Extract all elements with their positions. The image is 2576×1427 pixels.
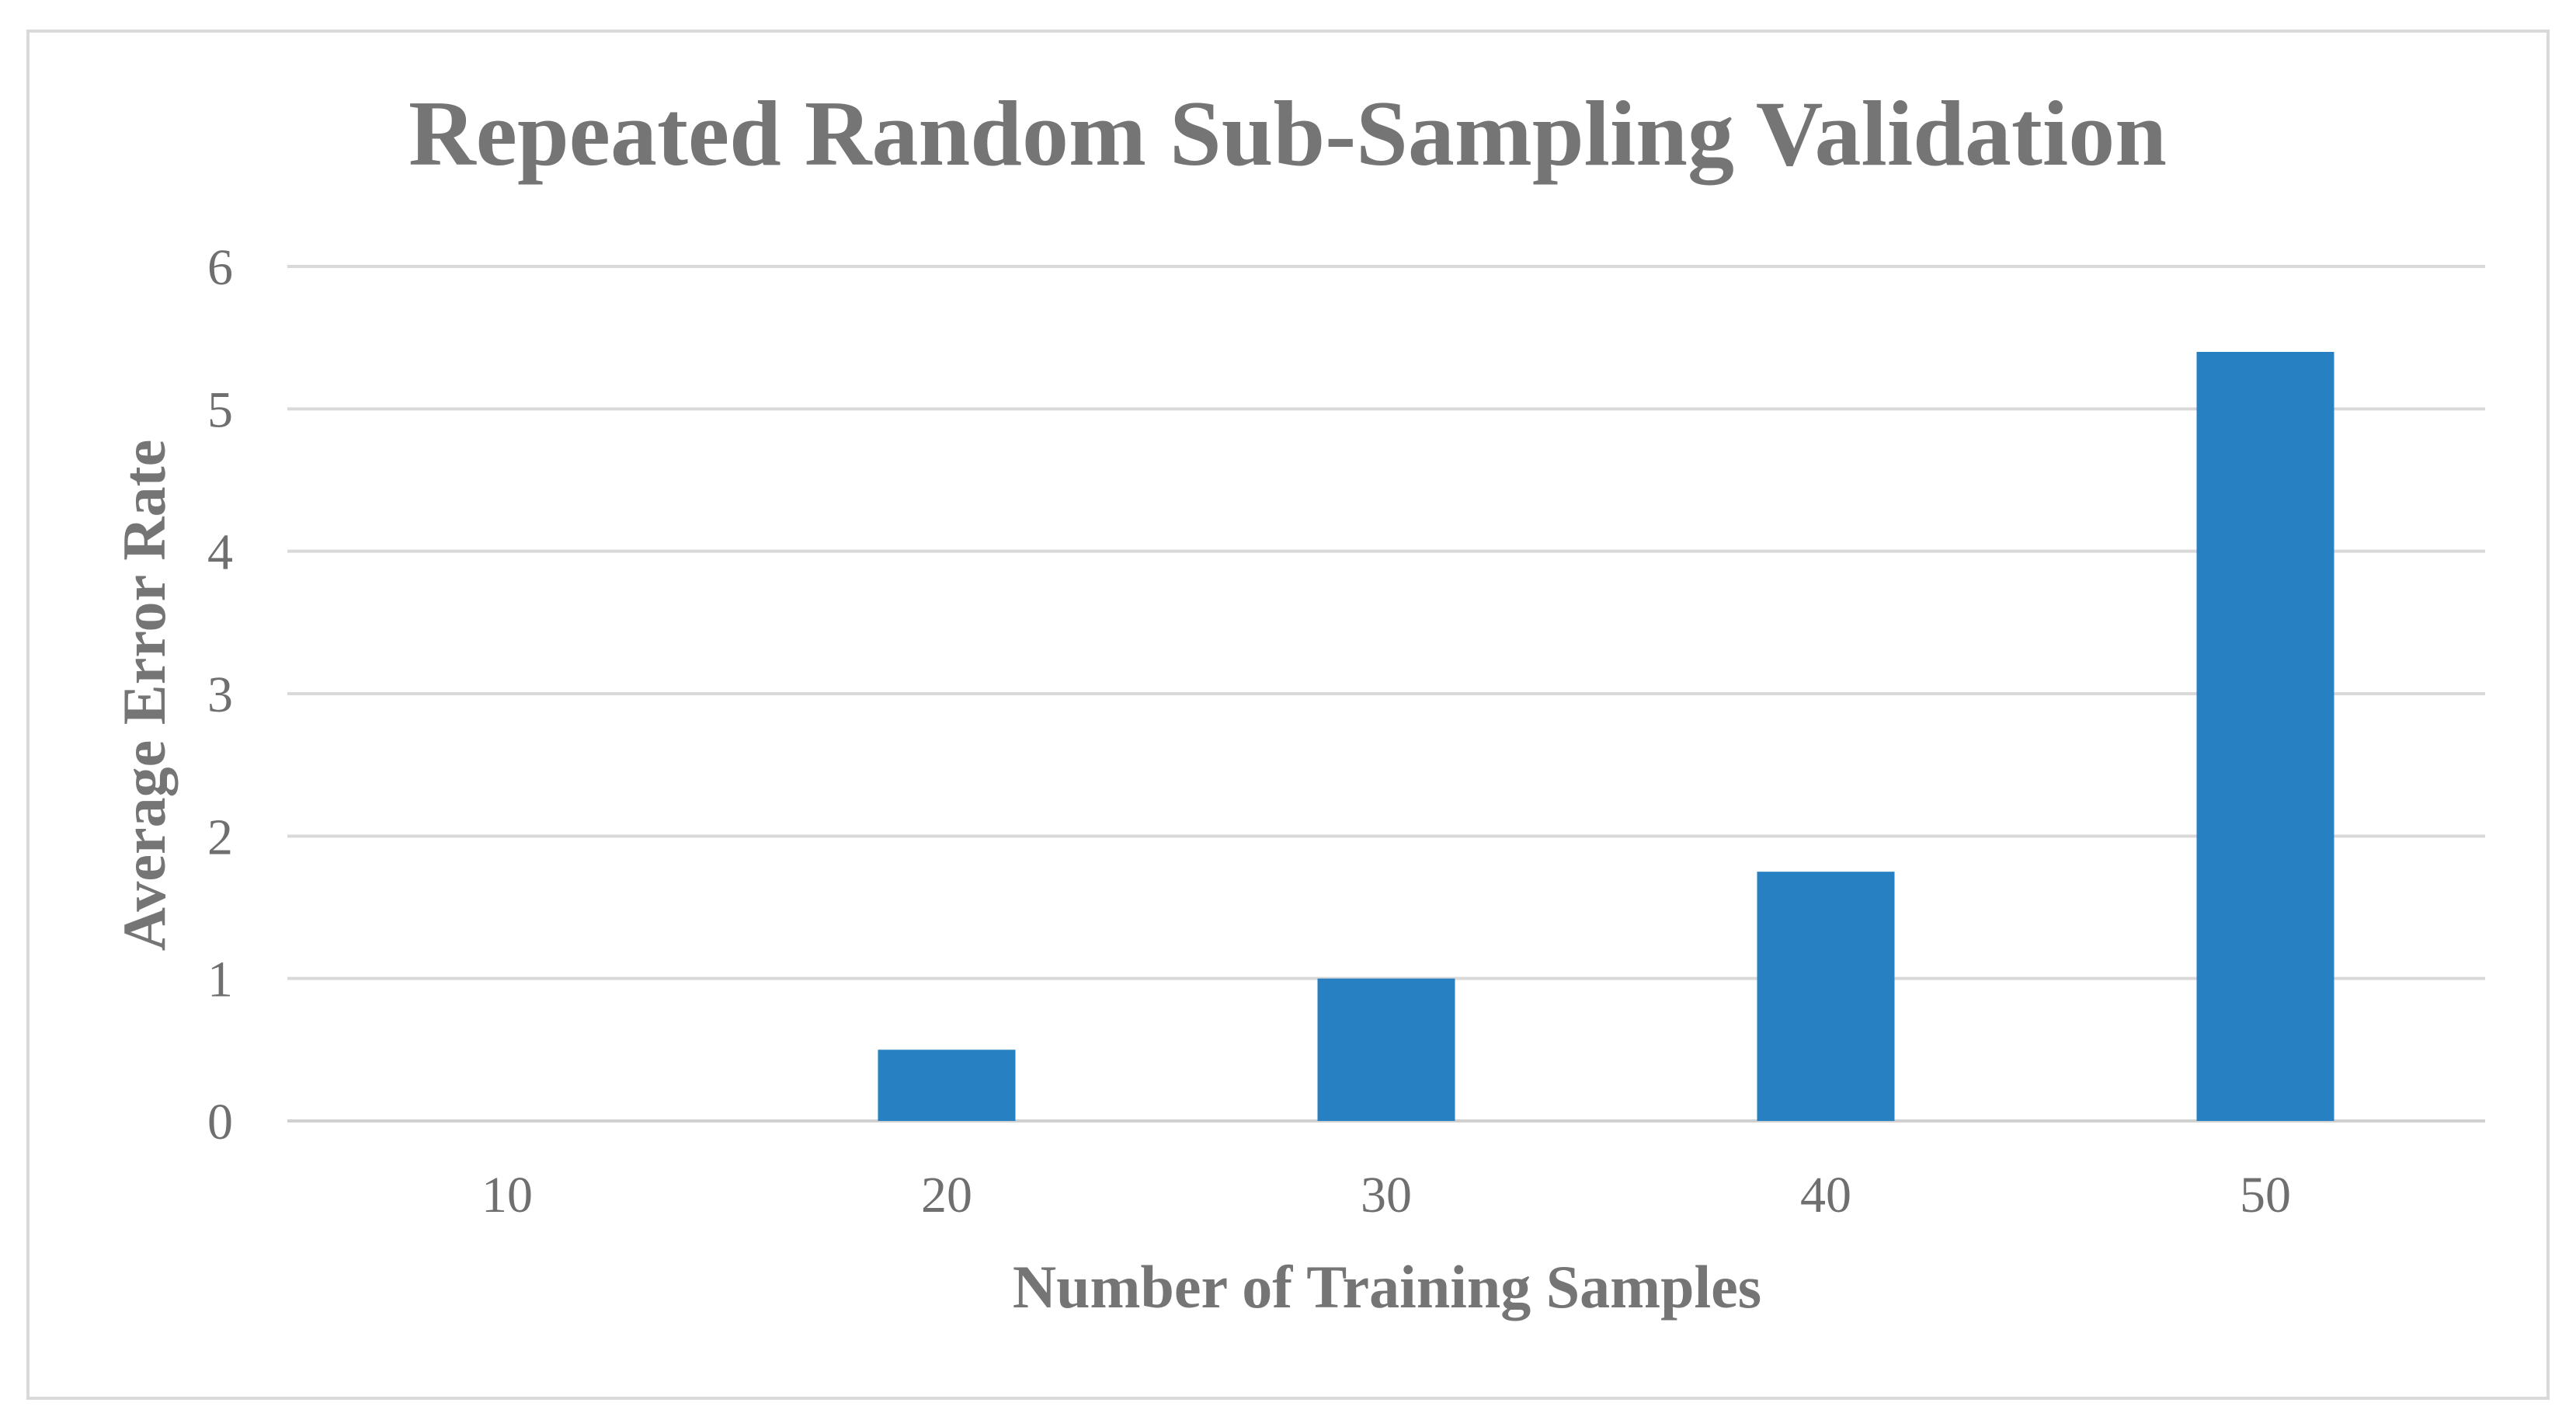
grid-lines [287, 265, 2485, 1122]
x-tick-label: 10 [481, 1167, 533, 1223]
y-tick-label: 5 [207, 381, 233, 438]
chart-frame [26, 30, 2550, 1400]
y-tick-label: 1 [207, 952, 233, 1008]
bars [878, 352, 2334, 1121]
y-tick-label: 2 [207, 809, 233, 865]
y-tick-label: 6 [207, 239, 233, 296]
y-tick-label: 4 [207, 524, 233, 581]
y-tick-label: 3 [207, 667, 233, 723]
x-axis-title: Number of Training Samples [1013, 1253, 1761, 1321]
x-tick-label: 40 [1800, 1167, 1851, 1223]
bar-40 [1757, 872, 1895, 1121]
x-axis-ticks: 10 20 30 40 50 [481, 1167, 2291, 1223]
chart-title: Repeated Random Sub-Sampling Validation [408, 82, 2167, 186]
y-tick-label: 0 [207, 1094, 233, 1150]
x-tick-label: 50 [2240, 1167, 2291, 1223]
y-axis-title: Average Error Rate [110, 440, 178, 951]
bar-50 [2196, 352, 2334, 1121]
bar-30 [1317, 978, 1455, 1121]
bar-20 [878, 1049, 1016, 1121]
x-tick-label: 30 [1361, 1167, 1412, 1223]
x-tick-label: 20 [921, 1167, 972, 1223]
y-axis-ticks: 0 1 2 3 4 5 6 [207, 239, 233, 1150]
